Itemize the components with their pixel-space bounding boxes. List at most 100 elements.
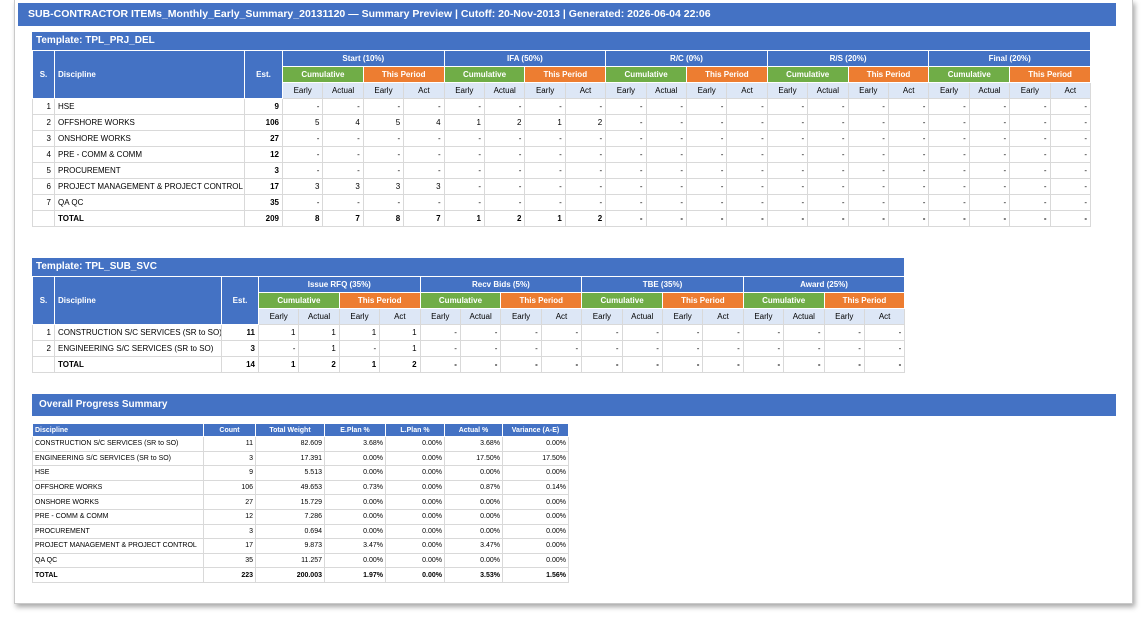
- row-value: -: [645, 98, 687, 115]
- row-value: -: [823, 324, 865, 341]
- row-value: -: [483, 146, 526, 163]
- milestone-header: Final (20%): [928, 50, 1091, 67]
- row-est: 3: [221, 340, 259, 357]
- row-value: -: [807, 114, 849, 131]
- summary-discipline: CONSTRUCTION S/C SERVICES (SR to SO): [32, 436, 204, 452]
- row-value: -: [968, 114, 1011, 131]
- sub-header: Act: [540, 308, 583, 325]
- row-value: -: [928, 98, 970, 115]
- row-value: -: [807, 146, 849, 163]
- total-value: 7: [322, 210, 364, 227]
- summary-col-header: Discipline: [32, 423, 204, 437]
- milestone-header: R/S (20%): [766, 50, 930, 67]
- row-est: 35: [244, 194, 283, 211]
- row-value: -: [564, 162, 607, 179]
- summary-value: 17.391: [255, 450, 325, 467]
- report-title: SUB-CONTRACTOR ITEMs_Monthly_Early_Summa…: [18, 3, 1116, 26]
- row-value: 5: [362, 114, 405, 131]
- sub-header: Early: [419, 308, 461, 325]
- total-est: 209: [244, 210, 283, 227]
- sub-header: Act: [887, 82, 930, 99]
- this-period-header: This Period: [847, 66, 930, 83]
- row-value: -: [403, 98, 445, 115]
- summary-row: PROJECT MANAGEMENT & PROJECT CONTROL 17 9.…: [32, 538, 569, 554]
- row-value: -: [564, 130, 607, 147]
- row-value: -: [807, 130, 849, 147]
- summary-row: ONSHORE WORKS 27 15.729 0.00% 0.00% 0.00% 0.00…: [32, 494, 569, 510]
- row-discipline: CONSTRUCTION S/C SERVICES (SR to SO): [54, 324, 222, 341]
- total-value: 1: [338, 356, 381, 373]
- summary-value: 0.00%: [385, 450, 445, 467]
- milestone-header: Start (10%): [282, 50, 445, 67]
- row-number: 4: [32, 146, 55, 163]
- row-value: -: [281, 194, 324, 211]
- row-discipline: ENGINEERING S/C SERVICES (SR to SO): [54, 340, 222, 357]
- summary-value: 17: [203, 538, 256, 554]
- total-value: 1: [524, 210, 566, 227]
- row-value: -: [807, 194, 849, 211]
- summary-value: 3.47%: [324, 538, 386, 554]
- sub-header: Early: [742, 308, 785, 325]
- total-row: TOTAL 209 8 7 8 7 1 2 1 2- - - - - - - - - - - -: [32, 210, 1091, 227]
- total-label: TOTAL: [54, 356, 222, 373]
- row-value: -: [1049, 130, 1091, 147]
- total-value: -: [1049, 210, 1091, 227]
- sub-header: Act: [702, 308, 744, 325]
- cumulative-header: Cumulative: [258, 292, 340, 309]
- summary-value: 35: [203, 552, 256, 569]
- row-number: 7: [32, 194, 55, 211]
- header-row-milestones: S. Discipline Est. Issue RFQ (35%) Recv Bids…: [32, 276, 906, 325]
- row-value: -: [1049, 178, 1091, 195]
- row-value: -: [645, 114, 687, 131]
- row-value: -: [419, 340, 461, 357]
- summary-value: 0.00%: [324, 523, 386, 540]
- table-row: 1 CONSTRUCTION S/C SERVICES (SR to SO) 11 1…: [32, 324, 906, 341]
- sub-header: Actual: [783, 308, 825, 325]
- row-value: -: [766, 178, 809, 195]
- summary-value: 0.00%: [385, 494, 445, 510]
- total-value: 8: [281, 210, 324, 227]
- summary-value: 17.50%: [502, 450, 569, 467]
- summary-row: PRE - COMM & COMM 12 7.286 0.00% 0.00% 0.00% 0…: [32, 508, 569, 525]
- row-value: -: [483, 98, 526, 115]
- row-value: -: [564, 194, 607, 211]
- table-row: 3 ONSHORE WORKS 27- - - - - - - - - - - - - - - - - - - -: [32, 130, 1091, 147]
- row-value: -: [443, 146, 486, 163]
- row-value: -: [742, 340, 785, 357]
- row-value: -: [685, 162, 728, 179]
- row-value: 1: [298, 324, 340, 341]
- summary-value: 0.00%: [385, 538, 445, 554]
- row-value: -: [1049, 146, 1091, 163]
- sub-header: Early: [685, 82, 728, 99]
- cumulative-header: Cumulative: [605, 66, 687, 83]
- summary-value: 0.00%: [502, 436, 569, 452]
- row-value: -: [766, 114, 809, 131]
- row-value: -: [322, 130, 364, 147]
- row-value: -: [419, 324, 461, 341]
- row-value: -: [847, 98, 889, 115]
- row-value: 1: [524, 114, 566, 131]
- template-table-prj-del: S. Discipline Est. Start (10%) IFA (50%) R/C …: [32, 50, 1091, 227]
- total-value: -: [661, 356, 704, 373]
- milestone-header: IFA (50%): [443, 50, 607, 67]
- row-value: -: [645, 194, 687, 211]
- summary-value: 15.729: [255, 494, 325, 510]
- summary-total-value: 200.003: [255, 567, 325, 583]
- total-value: -: [581, 356, 623, 373]
- milestone-header: Issue RFQ (35%): [258, 276, 421, 293]
- summary-total-value: 223: [203, 567, 256, 583]
- total-value: -: [702, 356, 744, 373]
- sub-header: Early: [338, 308, 381, 325]
- row-value: -: [524, 162, 566, 179]
- summary-total-label: TOTAL: [32, 567, 204, 583]
- row-value: -: [362, 130, 405, 147]
- summary-value: 0.14%: [502, 479, 569, 496]
- total-value: -: [621, 356, 663, 373]
- sub-header: Early: [443, 82, 486, 99]
- row-value: 3: [281, 178, 324, 195]
- summary-value: 49.653: [255, 479, 325, 496]
- row-value: -: [685, 146, 728, 163]
- sub-header: Early: [661, 308, 704, 325]
- row-value: -: [362, 98, 405, 115]
- summary-value: 0.00%: [502, 538, 569, 554]
